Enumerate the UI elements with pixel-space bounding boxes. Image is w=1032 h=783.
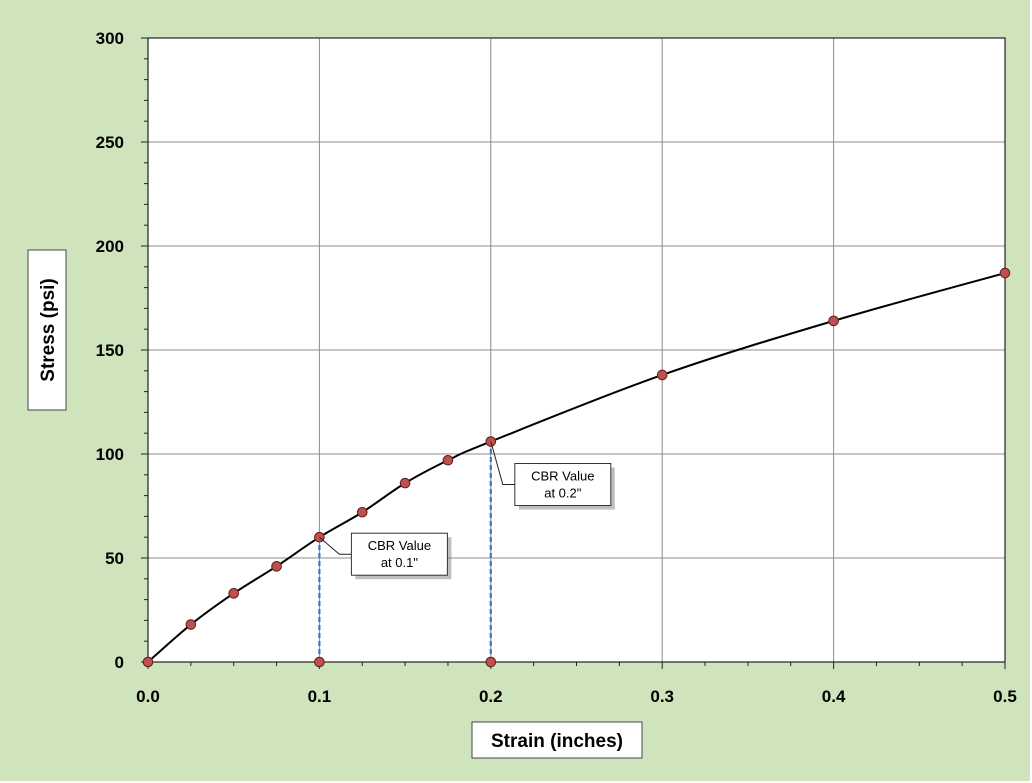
reference-point bbox=[485, 656, 497, 668]
data-point bbox=[442, 454, 454, 466]
x-tick-label: 0.2 bbox=[479, 687, 503, 706]
y-tick-label: 150 bbox=[96, 341, 124, 360]
y-tick-label: 50 bbox=[105, 549, 124, 568]
data-point bbox=[228, 588, 239, 599]
x-axis-title-box bbox=[471, 721, 643, 759]
callout-text: at 0.1" bbox=[381, 555, 419, 570]
data-point bbox=[185, 619, 197, 630]
y-axis-title: Stress (psi) bbox=[27, 249, 67, 411]
reference-point bbox=[314, 656, 325, 668]
data-point bbox=[142, 656, 154, 668]
x-axis-title: Strain (inches) bbox=[471, 721, 643, 759]
x-tick-label: 0.4 bbox=[822, 687, 846, 706]
reference-lines bbox=[318, 441, 492, 662]
x-tick-label: 0.3 bbox=[650, 687, 674, 706]
x-tick-label: 0.5 bbox=[993, 687, 1017, 706]
y-tick-label: 0 bbox=[115, 653, 124, 672]
y-axis-title-box bbox=[27, 249, 67, 411]
callout-box bbox=[350, 532, 448, 576]
data-point bbox=[656, 369, 668, 381]
callout-text: at 0.2" bbox=[544, 486, 582, 501]
x-tick-label: 0.0 bbox=[136, 687, 160, 706]
x-axis-title-text: Strain (inches) bbox=[491, 731, 623, 752]
callout-text: CBR Value bbox=[531, 469, 594, 484]
y-tick-label: 300 bbox=[96, 29, 124, 48]
y-tick-label: 100 bbox=[96, 445, 124, 464]
data-point bbox=[399, 477, 411, 489]
y-axis-title-text: Stress (psi) bbox=[38, 278, 59, 381]
callout-text: CBR Value bbox=[368, 538, 431, 553]
y-tick-label: 250 bbox=[96, 133, 124, 152]
data-point bbox=[271, 561, 282, 572]
x-tick-label: 0.1 bbox=[308, 687, 332, 706]
callout-box bbox=[514, 463, 612, 507]
callout-leader bbox=[319, 536, 352, 555]
data-series bbox=[142, 267, 1011, 668]
axis-ticks bbox=[141, 37, 1006, 669]
annotations: CBR Value at 0.1" CBR Value at 0.2" bbox=[319, 441, 615, 580]
data-point bbox=[356, 506, 368, 518]
data-point bbox=[828, 315, 839, 327]
data-point bbox=[999, 267, 1011, 279]
y-tick-label: 200 bbox=[96, 237, 124, 256]
callout-leader bbox=[490, 441, 515, 486]
axis-labels: 0 50 100 150 200 250 300 0.0 0.1 0.2 0.3 0.4 0.5 bbox=[96, 29, 1017, 706]
